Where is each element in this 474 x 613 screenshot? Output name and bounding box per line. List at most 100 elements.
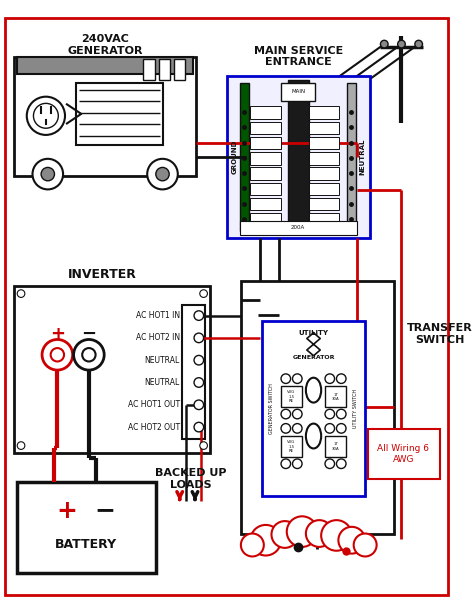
- Circle shape: [194, 378, 204, 387]
- Text: AC HOT2 OUT: AC HOT2 OUT: [128, 422, 180, 432]
- Bar: [250, 183, 281, 195]
- Bar: [250, 106, 281, 119]
- Circle shape: [337, 409, 346, 419]
- Circle shape: [337, 459, 346, 468]
- Circle shape: [287, 516, 318, 547]
- Bar: [17, 482, 156, 573]
- Bar: [14, 56, 196, 176]
- Circle shape: [292, 409, 302, 419]
- Circle shape: [73, 340, 104, 370]
- Bar: [281, 386, 302, 408]
- Circle shape: [194, 333, 204, 343]
- Bar: [250, 167, 281, 180]
- Bar: [281, 436, 302, 457]
- Bar: [309, 183, 339, 195]
- Text: +: +: [56, 498, 77, 522]
- Bar: [309, 152, 339, 164]
- Circle shape: [42, 340, 73, 370]
- Bar: [309, 198, 339, 210]
- Text: BACKED UP
LOADS: BACKED UP LOADS: [155, 468, 227, 490]
- Text: NEUTRAL: NEUTRAL: [145, 356, 180, 365]
- Text: UTILITY: UTILITY: [299, 330, 328, 336]
- Bar: [250, 121, 281, 134]
- Bar: [17, 56, 193, 74]
- Bar: [76, 83, 163, 145]
- Bar: [159, 59, 170, 80]
- Circle shape: [33, 159, 63, 189]
- Bar: [288, 80, 309, 234]
- Circle shape: [337, 374, 346, 384]
- Text: All Wiring 6
AWG: All Wiring 6 AWG: [377, 444, 429, 464]
- Circle shape: [415, 40, 422, 48]
- Circle shape: [17, 442, 25, 449]
- Bar: [325, 386, 346, 408]
- Circle shape: [194, 356, 204, 365]
- Text: −: −: [82, 325, 97, 343]
- Text: GENERATOR: GENERATOR: [292, 355, 335, 360]
- Text: −: −: [95, 498, 116, 522]
- Bar: [325, 436, 346, 457]
- Bar: [174, 59, 185, 80]
- Bar: [281, 83, 315, 101]
- Text: GENERATOR SWITCH: GENERATOR SWITCH: [269, 383, 274, 434]
- Circle shape: [338, 527, 365, 554]
- Text: NEUTRAL: NEUTRAL: [359, 139, 365, 175]
- Text: V0G
1.5
RE: V0G 1.5 RE: [287, 440, 296, 453]
- Bar: [262, 321, 365, 497]
- Circle shape: [147, 159, 178, 189]
- Bar: [250, 213, 281, 226]
- Circle shape: [398, 40, 405, 48]
- Bar: [309, 106, 339, 119]
- Ellipse shape: [306, 378, 321, 403]
- Text: UTILITY SWITCH: UTILITY SWITCH: [353, 389, 358, 428]
- Text: INVERTER: INVERTER: [68, 268, 137, 281]
- Text: AC HOT1 IN: AC HOT1 IN: [136, 311, 180, 320]
- Bar: [227, 75, 370, 238]
- Bar: [241, 281, 394, 535]
- Circle shape: [200, 442, 208, 449]
- Circle shape: [381, 40, 388, 48]
- Circle shape: [325, 424, 335, 433]
- Text: 1T
30A: 1T 30A: [332, 392, 339, 401]
- Text: +: +: [50, 325, 65, 343]
- Text: 1T
30A: 1T 30A: [332, 442, 339, 451]
- Text: TRANSFER
SWITCH: TRANSFER SWITCH: [407, 323, 473, 345]
- Circle shape: [250, 525, 281, 555]
- Text: MAIN: MAIN: [291, 89, 305, 94]
- Bar: [250, 152, 281, 164]
- Circle shape: [51, 348, 64, 362]
- Bar: [14, 286, 210, 453]
- Circle shape: [354, 533, 377, 557]
- Circle shape: [194, 422, 204, 432]
- Circle shape: [194, 400, 204, 409]
- Ellipse shape: [306, 424, 321, 449]
- Circle shape: [292, 374, 302, 384]
- Circle shape: [337, 424, 346, 433]
- Circle shape: [281, 409, 291, 419]
- Text: 200A: 200A: [291, 225, 305, 230]
- Bar: [250, 137, 281, 149]
- Circle shape: [200, 290, 208, 297]
- Bar: [309, 213, 339, 226]
- Bar: [309, 167, 339, 180]
- Circle shape: [306, 520, 333, 547]
- Circle shape: [292, 424, 302, 433]
- Circle shape: [325, 459, 335, 468]
- Circle shape: [82, 348, 96, 362]
- Text: AC HOT1 OUT: AC HOT1 OUT: [128, 400, 180, 409]
- Circle shape: [34, 104, 58, 128]
- Text: MAIN SERVICE
ENTRANCE: MAIN SERVICE ENTRANCE: [254, 46, 343, 67]
- Circle shape: [292, 459, 302, 468]
- Bar: [182, 305, 205, 439]
- Bar: [143, 59, 155, 80]
- Circle shape: [281, 374, 291, 384]
- Circle shape: [281, 459, 291, 468]
- Bar: [309, 137, 339, 149]
- Circle shape: [27, 97, 65, 135]
- Circle shape: [321, 520, 352, 550]
- Text: NEUTRAL: NEUTRAL: [145, 378, 180, 387]
- Text: BATTERY: BATTERY: [55, 538, 117, 550]
- Circle shape: [281, 424, 291, 433]
- Circle shape: [17, 290, 25, 297]
- Bar: [368, 429, 440, 479]
